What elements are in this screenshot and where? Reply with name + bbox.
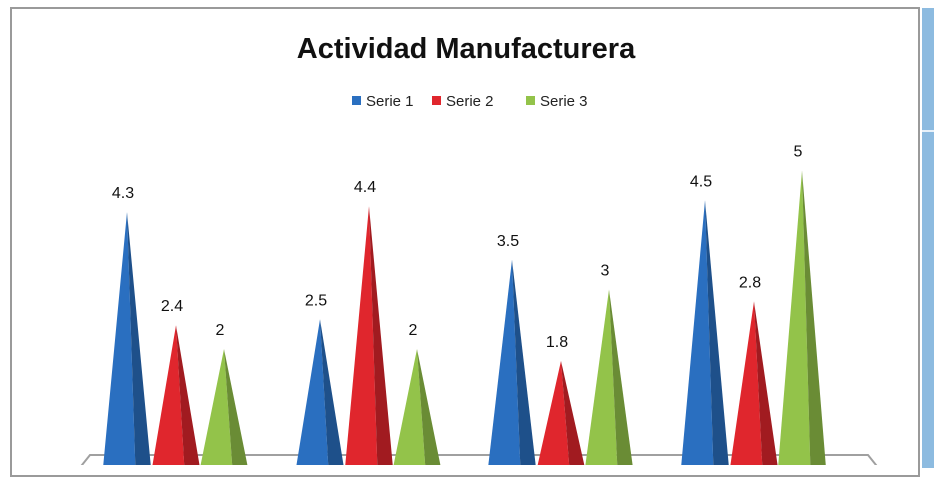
data-label: 3 xyxy=(601,263,610,280)
data-label: 3.5 xyxy=(497,233,519,250)
cone-serie2-cat1 xyxy=(152,325,200,465)
data-label: 4.4 xyxy=(354,179,376,196)
data-label: 2 xyxy=(216,322,225,339)
data-label: 2 xyxy=(409,322,418,339)
legend-label-1: Serie 1 xyxy=(366,93,414,110)
legend: Serie 1 Serie 2 Serie 3 xyxy=(352,93,588,110)
data-label: 2.4 xyxy=(161,298,183,315)
cone-serie1-cat1 xyxy=(103,212,151,465)
legend-label-3: Serie 3 xyxy=(540,93,588,110)
cone-serie2-cat2 xyxy=(345,206,393,465)
chart-area xyxy=(10,7,920,477)
cone-serie3-cat2 xyxy=(393,349,441,465)
cone-serie1-cat2 xyxy=(296,319,344,465)
data-label: 4.3 xyxy=(112,185,134,202)
legend-swatch-2 xyxy=(432,96,441,105)
side-scrollbar[interactable] xyxy=(922,8,934,468)
data-label: 1.8 xyxy=(546,334,568,351)
cone-serie2-cat4 xyxy=(730,301,778,465)
chart-svg: Actividad Manufacturera Serie 1 Serie 2 Se… xyxy=(80,33,878,465)
cone-serie1-cat4 xyxy=(681,200,729,465)
chart-title: Actividad Manufacturera xyxy=(297,33,636,65)
scrollbar-divider xyxy=(922,130,934,132)
data-label: 2.5 xyxy=(305,292,327,309)
data-label: 2.8 xyxy=(739,274,761,291)
legend-label-2: Serie 2 xyxy=(446,93,494,110)
cone-serie2-cat3 xyxy=(537,360,585,465)
data-label: 5 xyxy=(794,144,803,161)
cone-serie3-cat3 xyxy=(585,289,633,465)
cone-serie3-cat4 xyxy=(778,170,826,465)
data-label: 4.5 xyxy=(690,173,712,190)
cone-serie1-cat3 xyxy=(488,259,536,465)
legend-swatch-3 xyxy=(526,96,535,105)
legend-swatch-1 xyxy=(352,96,361,105)
cone-serie3-cat1 xyxy=(200,349,248,465)
